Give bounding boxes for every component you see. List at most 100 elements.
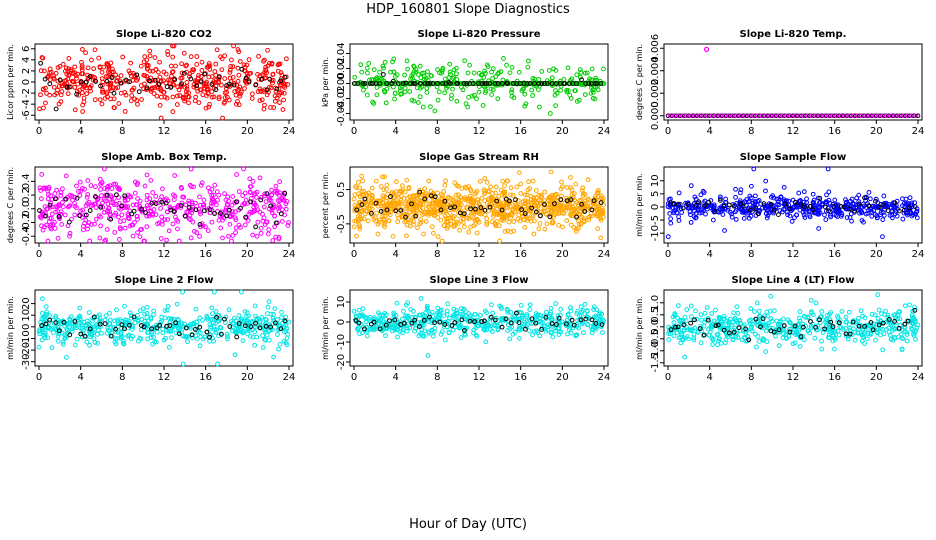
data-point bbox=[448, 196, 454, 201]
data-point bbox=[203, 81, 209, 87]
plot-frame bbox=[663, 43, 923, 121]
data-point bbox=[484, 216, 490, 221]
data-point bbox=[421, 231, 426, 237]
data-point-black bbox=[139, 206, 145, 212]
data-point bbox=[467, 193, 473, 199]
data-point bbox=[147, 196, 153, 202]
data-points bbox=[351, 56, 607, 116]
data-point bbox=[102, 238, 108, 244]
data-point bbox=[688, 220, 694, 225]
data-point-black bbox=[435, 81, 440, 86]
data-point bbox=[254, 233, 260, 239]
data-point bbox=[730, 113, 735, 119]
data-point bbox=[170, 192, 176, 198]
data-point bbox=[517, 218, 523, 224]
x-tick-label: 24 bbox=[598, 126, 611, 137]
data-point bbox=[194, 62, 200, 67]
x-tick-label: 4 bbox=[77, 372, 83, 383]
data-point bbox=[601, 202, 606, 208]
x-tick-label: 24 bbox=[598, 249, 611, 260]
data-point-black bbox=[395, 81, 401, 86]
data-point-black bbox=[505, 81, 511, 86]
data-point bbox=[40, 55, 46, 61]
data-point-black bbox=[549, 81, 555, 86]
data-point bbox=[507, 199, 513, 204]
data-point bbox=[142, 73, 148, 79]
data-point bbox=[839, 308, 845, 314]
y-tick-label: 1.0 bbox=[650, 295, 661, 311]
data-point bbox=[680, 113, 685, 119]
data-point bbox=[192, 98, 198, 104]
data-point bbox=[564, 89, 570, 95]
data-point bbox=[560, 184, 565, 190]
data-point bbox=[458, 218, 464, 224]
data-point bbox=[698, 192, 704, 198]
data-point bbox=[408, 218, 414, 223]
data-point bbox=[181, 50, 187, 56]
data-point bbox=[258, 230, 264, 236]
data-point bbox=[75, 71, 80, 77]
data-point bbox=[558, 306, 564, 312]
data-point bbox=[354, 233, 359, 239]
data-point bbox=[526, 179, 531, 184]
data-point bbox=[451, 213, 457, 219]
data-point bbox=[262, 87, 268, 93]
data-point bbox=[170, 94, 176, 100]
data-point bbox=[241, 166, 246, 172]
data-point-black bbox=[840, 113, 846, 118]
x-tick-label: 0 bbox=[351, 372, 357, 383]
data-point bbox=[241, 62, 247, 68]
data-point-black bbox=[56, 213, 62, 219]
y-axis-label: kPa per min. bbox=[321, 57, 330, 107]
data-point bbox=[374, 210, 380, 216]
data-point bbox=[93, 205, 99, 210]
data-point-black bbox=[427, 81, 433, 86]
data-point bbox=[129, 87, 135, 93]
data-point-black bbox=[164, 84, 170, 90]
data-point bbox=[218, 54, 223, 60]
data-point bbox=[553, 301, 559, 307]
data-point bbox=[565, 65, 571, 71]
data-point bbox=[80, 47, 85, 52]
y-tick-label: 0.4 bbox=[21, 173, 32, 189]
data-point bbox=[435, 234, 441, 240]
data-point bbox=[38, 68, 44, 74]
data-point bbox=[415, 100, 421, 105]
data-points bbox=[666, 292, 921, 360]
data-point bbox=[551, 66, 556, 72]
data-point bbox=[901, 113, 906, 119]
x-tick-label: 4 bbox=[706, 249, 712, 260]
data-point bbox=[51, 330, 56, 335]
data-point bbox=[445, 301, 451, 307]
data-point bbox=[377, 217, 383, 223]
data-point bbox=[476, 89, 482, 95]
data-point bbox=[207, 101, 212, 107]
data-point bbox=[488, 86, 494, 92]
data-point bbox=[371, 67, 377, 73]
data-point-black bbox=[104, 78, 110, 84]
data-point-black bbox=[776, 212, 781, 217]
data-point bbox=[83, 217, 89, 223]
data-point-black bbox=[66, 219, 72, 225]
data-point bbox=[240, 338, 246, 344]
data-point bbox=[595, 87, 601, 93]
data-point bbox=[91, 336, 97, 342]
data-point-black bbox=[527, 81, 533, 86]
x-tick-label: 12 bbox=[473, 372, 486, 383]
data-point bbox=[440, 65, 446, 71]
data-point-black bbox=[111, 90, 117, 96]
data-point-black bbox=[574, 81, 579, 86]
data-point bbox=[132, 179, 138, 185]
data-point bbox=[85, 192, 91, 197]
data-point bbox=[147, 53, 153, 59]
data-point bbox=[236, 189, 242, 194]
data-point bbox=[185, 339, 190, 345]
data-point-black bbox=[42, 76, 48, 82]
data-point bbox=[182, 98, 188, 104]
data-point bbox=[69, 194, 74, 200]
data-point bbox=[88, 203, 94, 209]
data-point bbox=[435, 215, 441, 220]
data-point bbox=[582, 70, 588, 76]
data-point bbox=[457, 227, 462, 233]
data-point bbox=[193, 94, 199, 100]
